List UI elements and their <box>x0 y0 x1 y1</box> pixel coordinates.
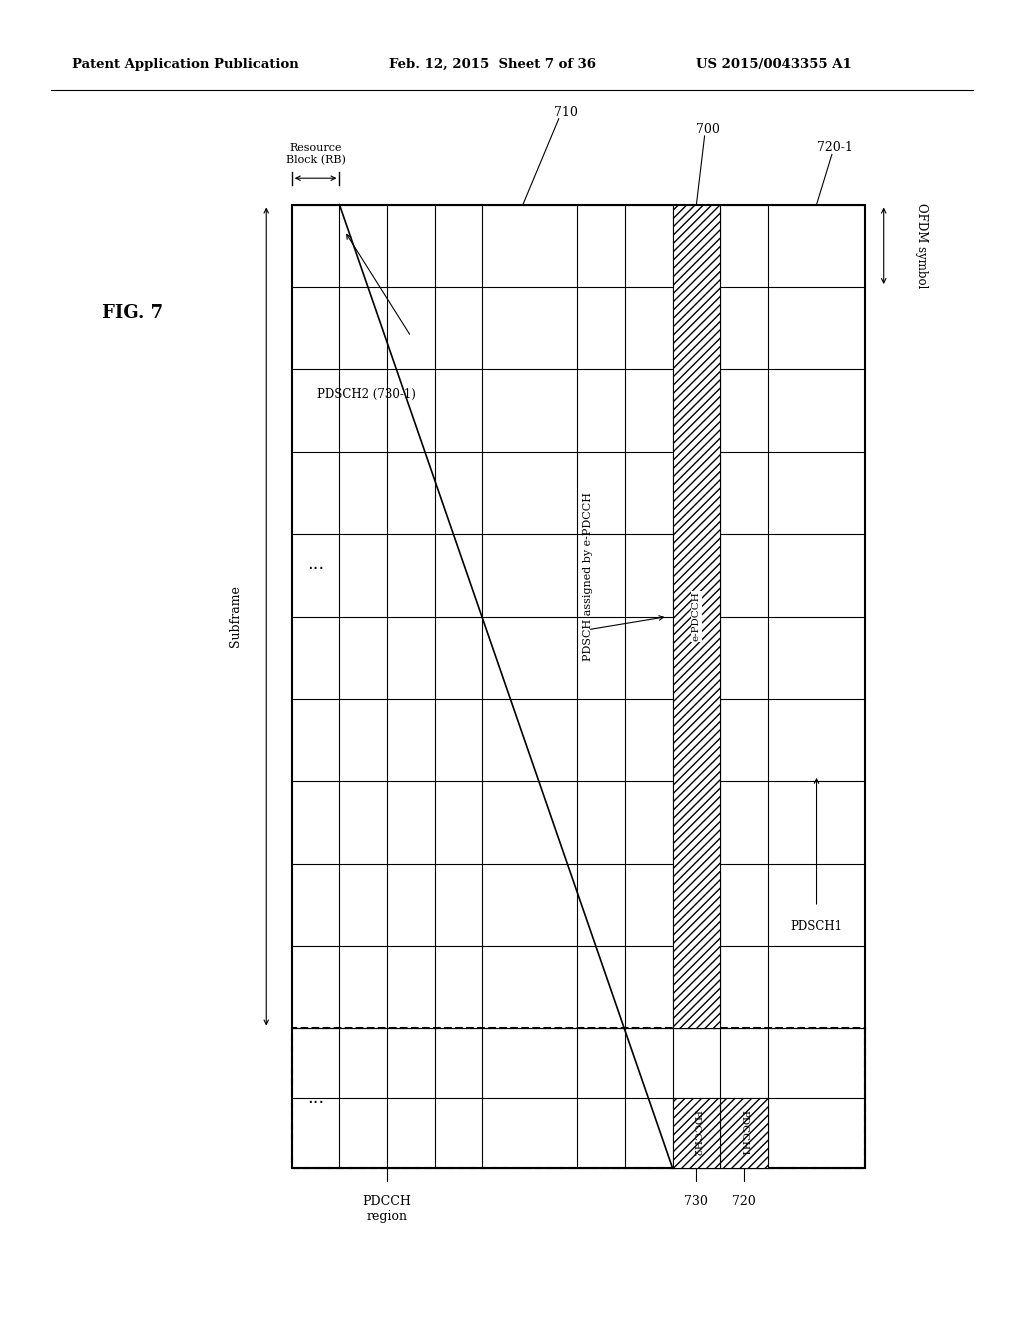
Bar <box>720 1098 768 1168</box>
Bar <box>673 1098 720 1168</box>
Text: FIG. 7: FIG. 7 <box>102 304 164 322</box>
Text: Feb. 12, 2015  Sheet 7 of 36: Feb. 12, 2015 Sheet 7 of 36 <box>389 58 596 71</box>
Text: Subframe: Subframe <box>229 586 242 648</box>
Bar <box>292 1028 865 1168</box>
Text: PDSCH2 (730-1): PDSCH2 (730-1) <box>317 388 417 401</box>
Bar <box>292 205 865 1168</box>
Text: Resource
Block (RB): Resource Block (RB) <box>286 143 345 165</box>
Text: 730: 730 <box>684 1195 709 1208</box>
Text: PDSCH assigned by e-PDCCH: PDSCH assigned by e-PDCCH <box>583 492 593 661</box>
Text: PDCCH
region: PDCCH region <box>362 1195 412 1222</box>
Text: 720: 720 <box>732 1195 756 1208</box>
Bar <box>673 205 720 1028</box>
Text: US 2015/0043355 A1: US 2015/0043355 A1 <box>696 58 852 71</box>
Text: ...: ... <box>307 1089 325 1107</box>
Text: ...: ... <box>307 554 325 573</box>
Text: PDCCH1: PDCCH1 <box>739 1110 749 1156</box>
Text: 700: 700 <box>696 123 720 136</box>
Text: Patent Application Publication: Patent Application Publication <box>72 58 298 71</box>
Text: 720-1: 720-1 <box>816 141 852 154</box>
Text: 710: 710 <box>554 106 578 119</box>
Text: PDSCH1: PDSCH1 <box>791 920 843 933</box>
Text: PDCCH2: PDCCH2 <box>692 1110 700 1156</box>
Text: e-PDCCH: e-PDCCH <box>692 591 700 642</box>
Text: OFDM symbol: OFDM symbol <box>915 203 928 289</box>
